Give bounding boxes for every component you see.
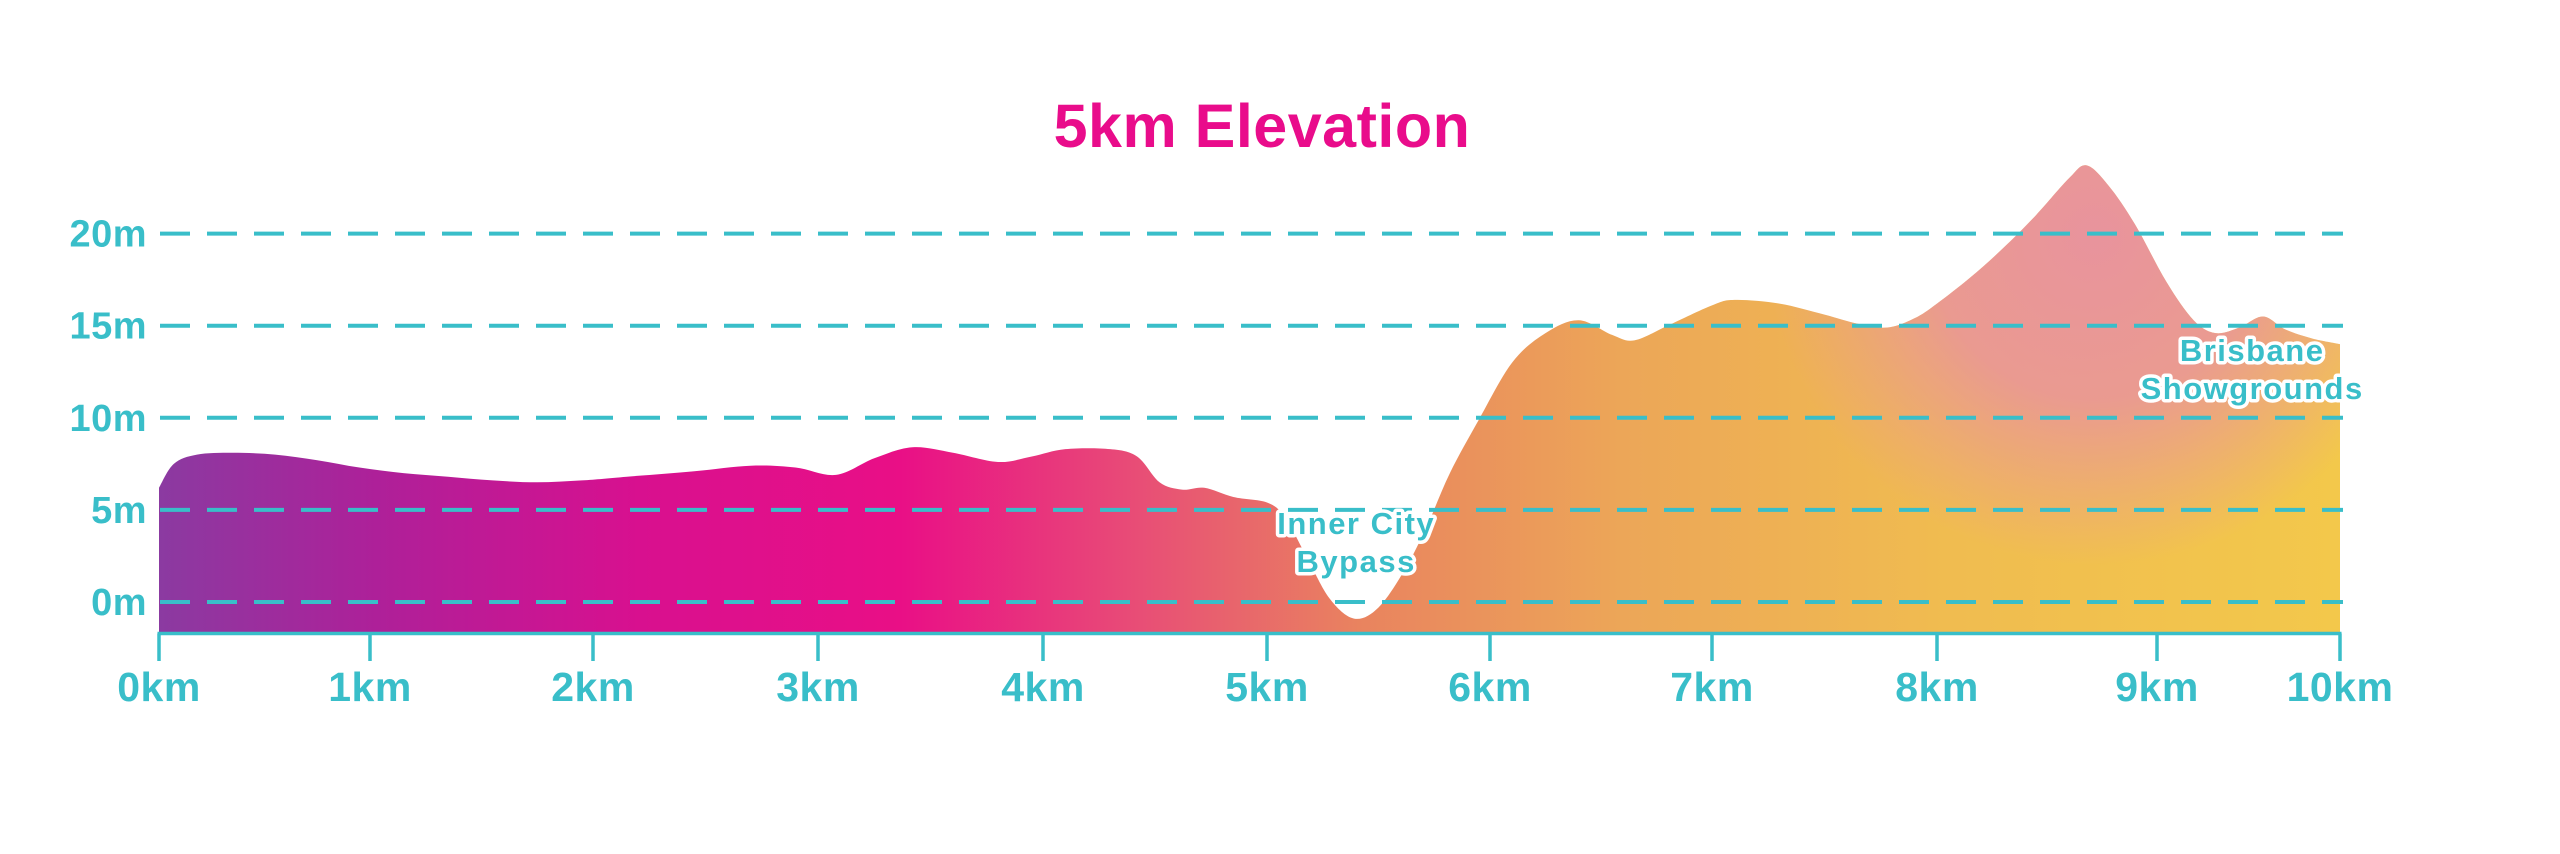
elevation-area-group bbox=[159, 165, 2340, 634]
x-axis-label-8km: 8km bbox=[1895, 664, 1979, 710]
x-axis-label-10km: 10km bbox=[2287, 664, 2394, 710]
gridlines bbox=[160, 231, 2343, 604]
x-axis-label-1km: 1km bbox=[328, 664, 412, 710]
y-axis-label-10m: 10m bbox=[69, 398, 147, 440]
x-axis-label-6km: 6km bbox=[1448, 664, 1532, 710]
x-axis-label-7km: 7km bbox=[1670, 664, 1754, 710]
y-axis-label-0m: 0m bbox=[91, 582, 147, 624]
y-axis-labels: 0m 5m 10m 15m 20m bbox=[69, 214, 147, 624]
x-axis-label-0km: 0km bbox=[117, 664, 201, 710]
y-axis-label-20m: 20m bbox=[69, 214, 147, 256]
y-axis-label-15m: 15m bbox=[69, 306, 147, 348]
x-axis-label-3km: 3km bbox=[776, 664, 860, 710]
chart-title: 5km Elevation bbox=[1054, 92, 1471, 160]
annotation-inner-city-bypass-line-2: Bypass bbox=[1297, 544, 1416, 579]
x-axis-label-5km: 5km bbox=[1225, 664, 1309, 710]
annotation-brisbane-showgrounds-line-2: Showgrounds bbox=[2141, 371, 2364, 406]
x-axis-label-2km: 2km bbox=[551, 664, 635, 710]
annotation-inner-city-bypass-line-1: Inner City bbox=[1277, 506, 1435, 541]
x-axis: 0km 1km 2km 3km 4km 5km 6km 7km 8km 9km 10km bbox=[117, 631, 2394, 710]
elevation-area-peak-highlight bbox=[159, 165, 2340, 634]
x-axis-label-9km: 9km bbox=[2115, 664, 2199, 710]
annotation-brisbane-showgrounds-line-1: Brisbane bbox=[2180, 333, 2325, 368]
x-axis-label-4km: 4km bbox=[1001, 664, 1085, 710]
y-axis-label-5m: 5m bbox=[91, 490, 147, 532]
